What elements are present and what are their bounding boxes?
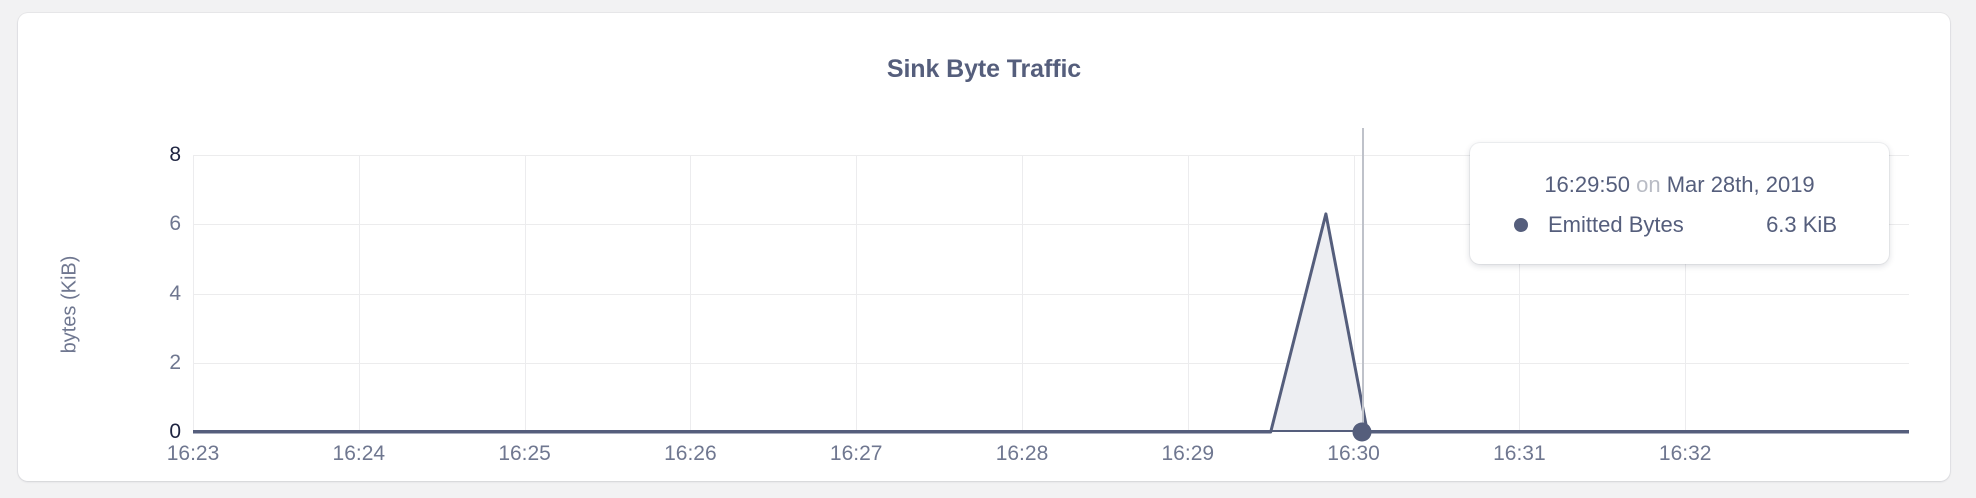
gridline-vertical xyxy=(1353,155,1355,432)
gridline-vertical xyxy=(1187,155,1189,432)
tooltip-series-row: Emitted Bytes 6.3 KiB xyxy=(1470,212,1889,238)
y-axis-tick-label: 6 xyxy=(169,212,181,236)
y-axis-tick-label: 4 xyxy=(169,281,181,305)
y-axis-tick-label: 2 xyxy=(169,350,181,374)
tooltip-series-label: Emitted Bytes xyxy=(1548,212,1684,237)
series-line xyxy=(193,212,1909,434)
chart-tooltip: 16:29:50 on Mar 28th, 2019 Emitted Bytes… xyxy=(1470,143,1889,264)
tooltip-time: 16:29:50 xyxy=(1544,172,1630,197)
x-axis-tick-label: 16:23 xyxy=(166,442,220,465)
tooltip-series-value: 6.3 KiB xyxy=(1766,212,1837,237)
x-axis-tick-label: 16:26 xyxy=(664,442,717,465)
gridline-horizontal xyxy=(193,293,1909,295)
tooltip-connector: on xyxy=(1636,172,1661,197)
x-axis-tick-label: 16:27 xyxy=(829,442,883,465)
x-axis-tick-label: 16:28 xyxy=(995,442,1049,465)
y-axis-tick-label: 0 xyxy=(169,420,181,443)
series-emitted-bytes xyxy=(193,212,1909,434)
tooltip-header: 16:29:50 on Mar 28th, 2019 xyxy=(1470,172,1889,198)
gridline-vertical xyxy=(690,155,692,432)
gridline-vertical xyxy=(193,155,194,432)
y-axis-tick-label: 8 xyxy=(169,143,181,166)
gridline-vertical xyxy=(358,155,360,432)
x-axis-tick-label: 16:29 xyxy=(1161,442,1215,465)
tooltip-date: Mar 28th, 2019 xyxy=(1666,172,1815,197)
x-axis-tick-label: 16:25 xyxy=(498,442,551,465)
page-title: Sink Byte Traffic xyxy=(886,55,1082,83)
gridline-vertical xyxy=(1519,155,1521,432)
gridline-vertical xyxy=(856,155,858,432)
crosshair-line xyxy=(1361,128,1364,432)
gridline-vertical xyxy=(1685,155,1687,432)
x-axis-tick-label: 16:31 xyxy=(1493,442,1546,465)
series-color-dot-icon xyxy=(1514,218,1528,232)
x-axis-line xyxy=(193,430,1909,432)
plot-area[interactable]: 0 2 4 6 8 16:23 16:24 16:25 16:26 16:27 16:28 16:2… xyxy=(167,128,1909,465)
highlighted-point-marker[interactable] xyxy=(1352,422,1372,442)
gridline-horizontal xyxy=(193,224,1909,226)
gridline-horizontal xyxy=(193,155,1909,156)
x-axis-tick-label: 16:32 xyxy=(1658,442,1712,465)
x-axis-tick-label: 16:24 xyxy=(332,442,386,465)
x-axis-tick-label: 16:30 xyxy=(1327,442,1380,465)
gridline-horizontal xyxy=(193,362,1909,364)
gridline-vertical xyxy=(1021,155,1023,432)
gridline-vertical xyxy=(524,155,526,432)
